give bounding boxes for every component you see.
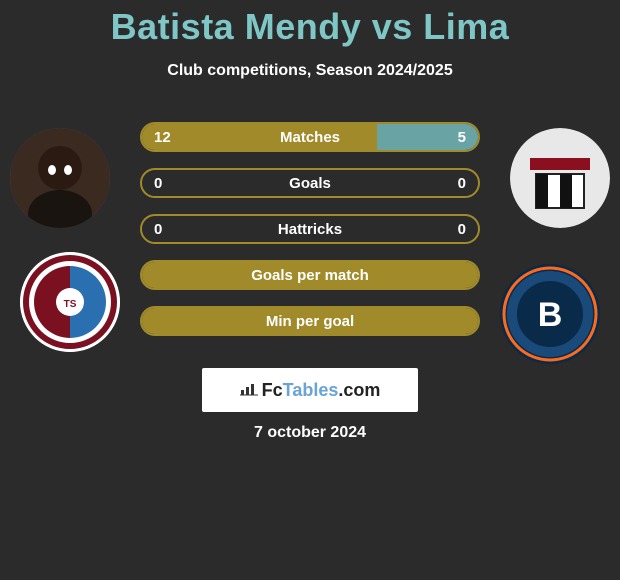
date-label: 7 october 2024 — [0, 424, 620, 442]
stat-value-right: 0 — [446, 216, 478, 242]
comparison-card: Batista Mendy vs Lima Club competitions,… — [0, 0, 620, 580]
brand-suffix: .com — [338, 380, 380, 401]
brand-name-left: Fc — [262, 380, 283, 401]
page-title: Batista Mendy vs Lima — [0, 0, 620, 48]
brand-watermark: FcTables.com — [202, 368, 418, 412]
stat-label: Hattricks — [278, 221, 342, 238]
stat-label: Goals per match — [251, 267, 369, 284]
svg-text:TS: TS — [64, 299, 77, 310]
svg-text:B: B — [538, 296, 563, 334]
player-avatar-right — [510, 128, 610, 228]
stat-row: Goals per match — [140, 260, 480, 290]
stat-value-left: 0 — [142, 170, 174, 196]
stat-value-right: 0 — [446, 170, 478, 196]
stat-label: Min per goal — [266, 313, 354, 330]
title-vs: vs — [372, 6, 413, 47]
stat-row: 0 0 Hattricks — [140, 214, 480, 244]
title-player-right: Lima — [423, 6, 509, 47]
stat-value-left: 0 — [142, 216, 174, 242]
chart-icon — [240, 382, 258, 399]
stat-value-left: 12 — [142, 124, 183, 150]
club-crest-icon: TS — [20, 252, 120, 352]
player-avatar-left — [10, 128, 110, 228]
club-badge-left: TS — [20, 252, 120, 352]
club-crest-placeholder-icon — [510, 128, 610, 228]
stat-row: 0 0 Goals — [140, 168, 480, 198]
stat-row: Min per goal — [140, 306, 480, 336]
stat-label: Goals — [289, 175, 331, 192]
stat-label: Matches — [280, 129, 340, 146]
brand-name-right: Tables — [283, 380, 339, 401]
stats-list: 12 5 Matches 0 0 Goals 0 0 Hattricks Goals per ma… — [140, 122, 480, 352]
stat-value-right: 5 — [446, 124, 478, 150]
stat-row: 12 5 Matches — [140, 122, 480, 152]
subtitle: Club competitions, Season 2024/2025 — [0, 62, 620, 80]
title-player-left: Batista Mendy — [111, 6, 362, 47]
club-crest-icon: B — [500, 264, 600, 364]
person-icon — [10, 128, 110, 228]
club-badge-right: B — [500, 264, 600, 364]
